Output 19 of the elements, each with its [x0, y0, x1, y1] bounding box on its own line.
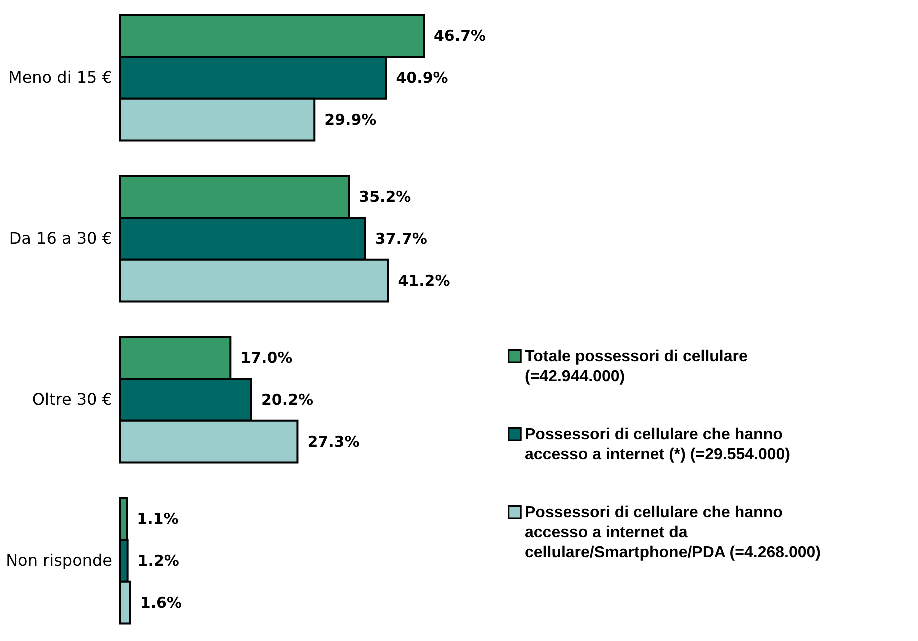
- data-label: 1.1%: [137, 510, 179, 528]
- data-label: 35.2%: [359, 188, 412, 206]
- legend-label: Totale possessori di cellulare (=42.944.000): [525, 348, 748, 386]
- y-tick-label: Da 16 a 30 €: [9, 229, 112, 248]
- data-label: 41.2%: [398, 272, 450, 290]
- data-label: 46.7%: [434, 27, 486, 46]
- data-label: 27.3%: [308, 432, 360, 451]
- data-label: 40.9%: [396, 69, 448, 88]
- legend-label: Possessori di cellulare che hanno accesso a internet da cellulare/Smartphone/PDA (=4.268.000): [525, 504, 821, 562]
- data-label: 29.9%: [324, 110, 377, 129]
- legend-label: Possessori di cellulare che hanno accesso a internet (*) (=29.554.000): [525, 426, 790, 464]
- data-label: 20.2%: [261, 390, 314, 409]
- data-label: 17.0%: [240, 349, 293, 368]
- y-tick-label: Non risponde: [6, 550, 112, 570]
- data-label: 1.6%: [140, 594, 182, 612]
- data-label: 1.2%: [138, 552, 180, 570]
- data-label: 37.7%: [375, 230, 428, 248]
- y-tick-label: Oltre 30 €: [32, 390, 112, 409]
- y-tick-label: Meno di 15 €: [8, 68, 112, 88]
